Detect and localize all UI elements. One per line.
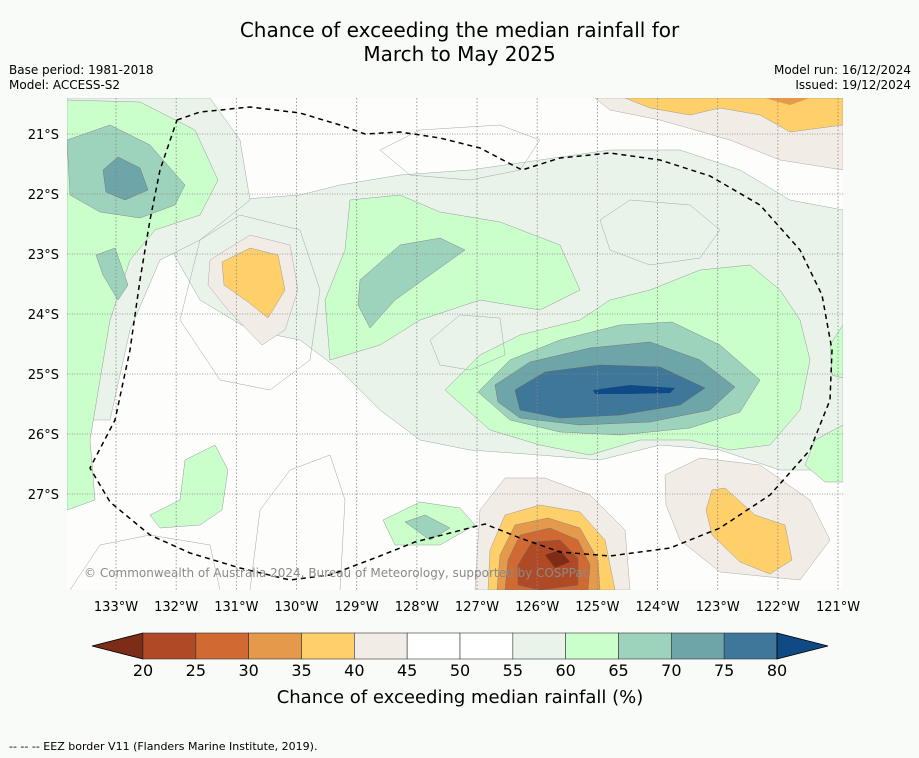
colorbar-tick-label: 80 [767, 661, 787, 680]
title-line-1: Chance of exceeding the median rainfall … [239, 18, 680, 42]
model-run-label: Model run: 16/12/2024 [773, 63, 911, 77]
colorbar-tick-label: 25 [186, 661, 206, 680]
contour-60-65-north [324, 194, 581, 361]
colorbar-tick-label: 40 [344, 661, 364, 680]
lon-tick-label: 130°W [274, 600, 318, 615]
colorbar-tick-label: 35 [291, 661, 311, 680]
lat-tick-label: 23°S [28, 248, 59, 263]
colorbar-tick-label: 65 [608, 661, 628, 680]
copyright-notice: © Commonwealth of Australia 2024, Bureau… [84, 566, 589, 580]
lat-tick-label: 25°S [28, 368, 59, 383]
contour-below-20 [545, 550, 570, 568]
colorbar-segment [248, 632, 302, 660]
colorbar-segment [459, 632, 514, 660]
colorbar: 20 25 30 35 40 45 50 55 60 65 70 75 80 [91, 632, 829, 680]
contour-35-40-south-east [705, 487, 793, 575]
lat-tick-label: 22°S [28, 188, 59, 203]
contour-line-50-east [599, 199, 721, 266]
contour-above-80 [593, 385, 675, 394]
lon-tick-label: 121°W [816, 600, 860, 615]
contour-line-45 [429, 314, 506, 371]
metadata-left: Base period: 1981-2018 Model: ACCESS-S2 [9, 63, 154, 93]
lon-tick-label: 126°W [515, 600, 559, 615]
lon-tick-label: 129°W [335, 600, 379, 615]
model-label: Model: ACCESS-S2 [9, 78, 121, 92]
colorbar-segment [565, 632, 619, 660]
lat-tick-label: 24°S [28, 308, 59, 323]
rainfall-contour-field: © Commonwealth of Australia 2024, Bureau… [67, 98, 843, 590]
contour-65-70-north [357, 237, 466, 329]
map-title: Chance of exceeding the median rainfall … [0, 18, 919, 66]
colorbar-tick-label: 55 [503, 661, 523, 680]
latitude-axis: 21°S 22°S 23°S 24°S 25°S 26°S 27°S [28, 128, 59, 503]
colorbar-tick-label: 75 [714, 661, 734, 680]
lon-tick-label: 133°W [94, 600, 138, 615]
lon-tick-label: 132°W [154, 600, 198, 615]
colorbar-segment [723, 632, 778, 660]
lat-tick-label: 21°S [28, 128, 59, 143]
colorbar-segment [301, 632, 355, 660]
contour-35-40-north-east [624, 98, 843, 133]
colorbar-tick-label: 30 [238, 661, 258, 680]
contour-line-50 [179, 214, 321, 391]
lat-tick-label: 27°S [28, 488, 59, 503]
lon-tick-label: 124°W [635, 600, 679, 615]
colorbar-tick-label: 50 [450, 661, 470, 680]
base-period-label: Base period: 1981-2018 [9, 63, 154, 77]
colorbar-segment [618, 632, 672, 660]
lat-tick-label: 26°S [28, 428, 59, 443]
latitude-gridlines [67, 133, 843, 495]
colorbar-tick-label: 20 [133, 661, 153, 680]
metadata-right: Model run: 16/12/2024 Issued: 19/12/2024 [774, 63, 911, 93]
colorbar-tick-label: 70 [661, 661, 681, 680]
contour-65-70-small [95, 247, 129, 301]
colorbar-segment [406, 632, 461, 660]
title-line-2: March to May 2025 [363, 42, 556, 66]
contour-20-25-south [517, 539, 579, 590]
colorbar-segment [354, 632, 408, 660]
colorbar-segment [195, 632, 249, 660]
colorbar-segment [671, 632, 725, 660]
colorbar-tick-label: 45 [397, 661, 417, 680]
contour-70-75-west [102, 156, 149, 201]
contour-65-70-south [404, 514, 451, 541]
contour-30-35-north-east [765, 98, 810, 105]
lon-tick-label: 123°W [696, 600, 740, 615]
colorbar-segment [142, 632, 197, 660]
colorbar-tick-label: 60 [555, 661, 575, 680]
contour-60-65-far-east [804, 324, 843, 483]
lon-tick-label: 127°W [455, 600, 499, 615]
issued-label: Issued: 19/12/2024 [795, 78, 911, 92]
colorbar-title: Chance of exceeding median rainfall (%) [277, 687, 644, 708]
eez-border-legend: -- -- -- EEZ border V11 (Flanders Marine… [9, 740, 318, 753]
contour-60-65-south-west [149, 444, 229, 529]
contour-line-55-central [379, 124, 541, 181]
colorbar-extend-high [776, 632, 829, 660]
lon-tick-label: 122°W [756, 600, 800, 615]
lon-tick-label: 125°W [575, 600, 619, 615]
lon-tick-label: 128°W [395, 600, 439, 615]
colorbar-segment [512, 632, 566, 660]
lon-tick-label: 131°W [214, 600, 258, 615]
longitude-axis: 133°W 132°W 131°W 130°W 129°W 128°W 127°W 126°W… [94, 600, 860, 615]
longitude-gridlines [115, 98, 839, 590]
contour-line-50-south [249, 454, 346, 590]
contour-35-40-west [221, 247, 286, 319]
colorbar-extend-low [91, 632, 144, 660]
